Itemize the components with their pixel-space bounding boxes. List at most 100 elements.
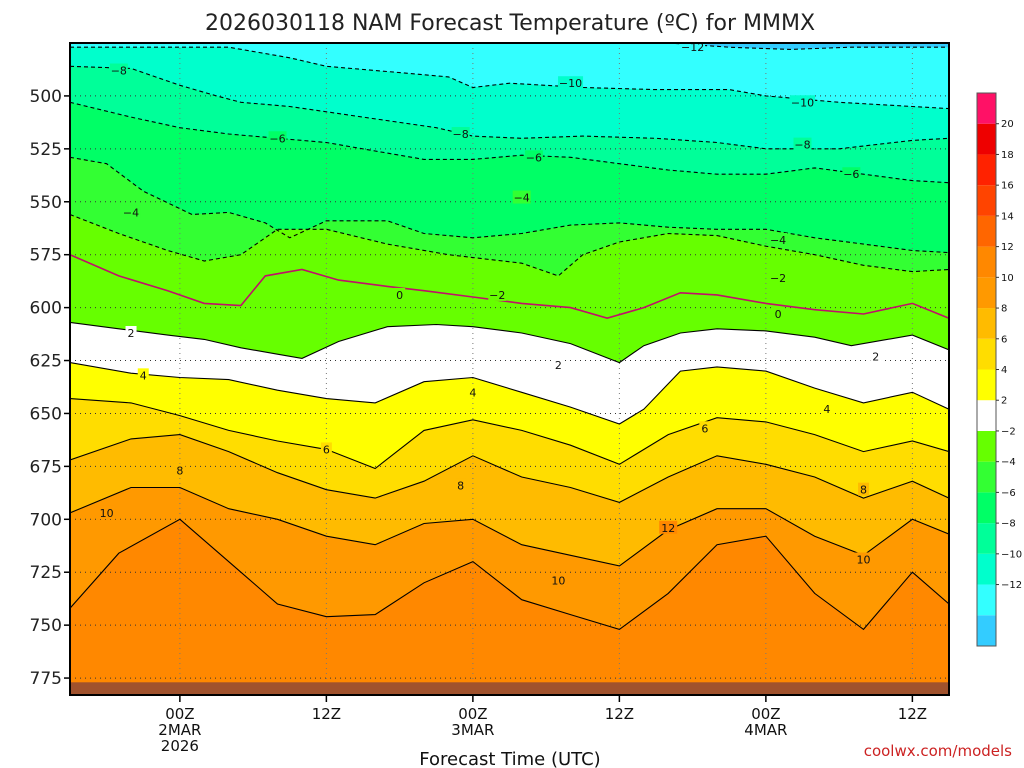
isotherm-8 — [70, 434, 949, 503]
isotherm-4 — [70, 362, 949, 425]
colorbar-swatch — [977, 584, 996, 616]
isotherm-label-text: 8 — [176, 465, 183, 478]
x-tick-label: 00Z — [165, 705, 194, 723]
colorbar-label: −6 — [1001, 488, 1016, 499]
isotherm-label-bg — [488, 287, 507, 301]
isotherm-minus8 — [70, 65, 949, 150]
isotherm-label-bg — [524, 150, 543, 164]
isotherm-label-text: 10 — [551, 575, 565, 588]
isotherm-minus12 — [668, 43, 949, 50]
colorbar-swatch — [977, 338, 996, 370]
isotherm-label-bg — [268, 131, 287, 145]
colorbar-swatch — [977, 154, 996, 186]
colorbar-swatch — [977, 553, 996, 585]
isotherm-label: 8 — [174, 463, 186, 478]
isotherm-label-bg — [842, 167, 861, 181]
isotherm-label-text: 4 — [469, 386, 476, 399]
colorbar-label: −4 — [1001, 457, 1016, 468]
isotherm-label-text: 0 — [775, 308, 782, 321]
isotherm-label: 0 — [772, 306, 784, 321]
y-tick-label: 550 — [30, 193, 62, 213]
isotherm-label: −2 — [488, 287, 507, 302]
isotherm-label: 10 — [97, 505, 116, 520]
colorbar-swatch — [977, 246, 996, 278]
isotherm-label-text: −8 — [794, 139, 810, 152]
credit-text[interactable]: coolwx.com/models — [864, 742, 1012, 760]
colorbar-swatch — [977, 400, 996, 431]
isotherm-label-text: 2 — [555, 359, 562, 372]
isotherm-label-bg — [512, 190, 531, 204]
isotherm-label-bg — [455, 478, 467, 492]
plot-frame — [69, 42, 950, 696]
isotherm-label-text: −12 — [681, 41, 704, 54]
colorbar-swatch — [977, 461, 996, 493]
isotherm-label-text: −6 — [269, 132, 285, 145]
colorbar-swatch — [977, 308, 996, 339]
x-tick-label: 12Z — [898, 705, 927, 723]
isotherm-minus4 — [70, 156, 949, 254]
isotherm-label-bg — [699, 421, 711, 435]
isotherm-12 — [70, 518, 949, 631]
isotherm-label-text: 2 — [128, 327, 135, 340]
isotherm-label-bg — [858, 482, 870, 496]
isotherm-label: 4 — [821, 402, 833, 416]
isotherm-label: −12 — [680, 41, 706, 54]
isotherm-6 — [70, 398, 949, 470]
isotherm-label-bg — [772, 306, 784, 320]
colorbar-swatch — [977, 215, 996, 247]
colorbar-swatch — [977, 93, 996, 124]
isotherm-label-bg — [320, 442, 332, 456]
isotherm-label: 10 — [854, 552, 873, 567]
isotherm-label-text: 10 — [100, 507, 114, 520]
isotherm-label-bg — [125, 326, 137, 340]
isotherm-label-text: 8 — [457, 479, 464, 492]
x-tick-label: 4MAR — [744, 721, 787, 739]
isotherm-label-bg — [870, 349, 882, 363]
x-tick-label: 00Z — [751, 705, 780, 723]
isotherm-label-text: −8 — [111, 65, 127, 78]
x-tick-label: 00Z — [458, 705, 487, 723]
isotherm-label: 6 — [320, 442, 332, 456]
isotherm-label: −10 — [558, 76, 584, 90]
isotherm-label-bg — [137, 368, 149, 382]
isotherm-label: −10 — [790, 95, 815, 109]
isotherm-label-text: −6 — [526, 151, 542, 164]
isotherm-label-text: 12 — [661, 522, 675, 535]
colorbar-legend: −12 −10 −8 −6 −4 −2 2 4 6 8 10 12 14 16 18 20 — [976, 92, 1022, 647]
isotherm-label-bg — [769, 270, 788, 284]
isotherm-label: 2 — [552, 357, 564, 372]
y-tick-label: 750 — [30, 616, 62, 636]
isotherm-label: −2 — [769, 270, 788, 285]
isotherm-label-text: −6 — [843, 168, 859, 181]
colorbar-label: 2 — [1001, 396, 1007, 407]
colorbar-label: 10 — [1001, 273, 1014, 284]
isotherm-label-text: 6 — [701, 422, 708, 435]
isotherm-label-bg — [97, 505, 116, 519]
isotherm-label-text: 6 — [323, 443, 330, 456]
isotherm-10 — [70, 486, 949, 567]
isotherm-label: −6 — [268, 131, 287, 145]
x-tick-label: 12Z — [312, 705, 341, 723]
isotherm-label: −4 — [122, 205, 141, 219]
y-tick-label: 725 — [30, 563, 62, 583]
isotherm-labels: −12 −10 −10 −8 −8 −8 −6 −6 −6 −4 −4 −4 −2 −2 0 0 2 2 2 4 4 4 6… — [97, 41, 882, 588]
isotherm-label: 10 — [549, 573, 568, 588]
colorbar-label: 12 — [1001, 242, 1014, 253]
isotherm-label-bg — [821, 402, 833, 416]
isotherm-label-bg — [854, 552, 873, 566]
colorbar-label: 4 — [1001, 365, 1007, 376]
isotherm-label-bg — [558, 76, 584, 90]
isotherm-label-bg — [174, 463, 186, 477]
x-tick-label: 3MAR — [451, 721, 494, 739]
isotherm-label: 8 — [455, 478, 467, 492]
isotherm-label-text: 8 — [860, 484, 867, 497]
colorbar-swatch — [977, 492, 996, 524]
colorbar-label: −10 — [1001, 549, 1022, 560]
x-tick-label: 12Z — [605, 705, 634, 723]
isotherm-label: −6 — [524, 150, 543, 164]
colorbar-label: 6 — [1001, 334, 1007, 345]
isotherm-label: 6 — [699, 421, 711, 435]
isotherm-label-bg — [451, 127, 470, 141]
isotherm-label-text: −10 — [559, 77, 582, 90]
